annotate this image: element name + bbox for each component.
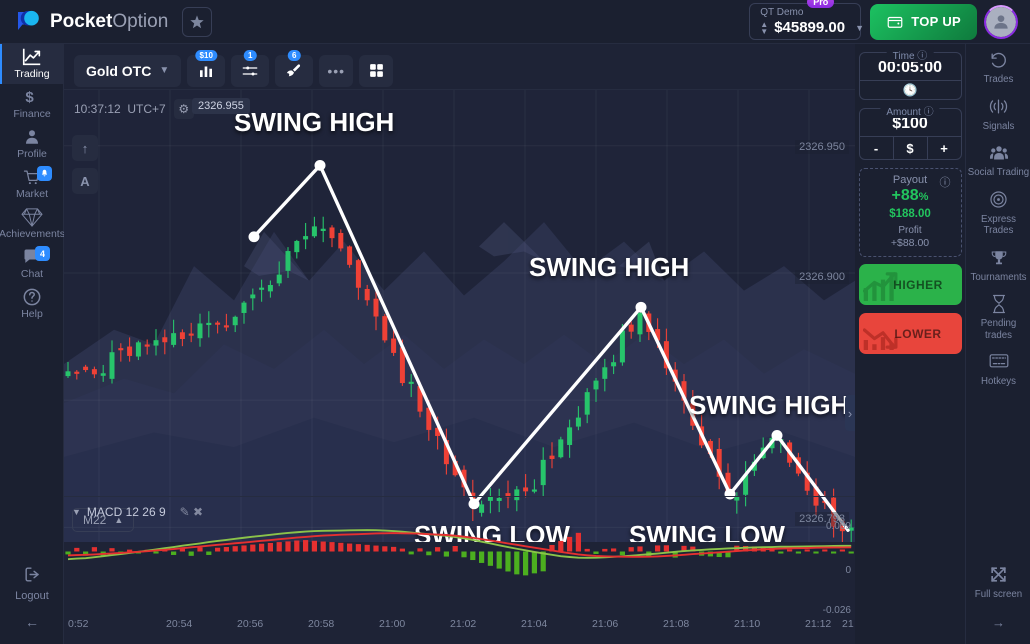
- svg-text:$: $: [25, 89, 34, 106]
